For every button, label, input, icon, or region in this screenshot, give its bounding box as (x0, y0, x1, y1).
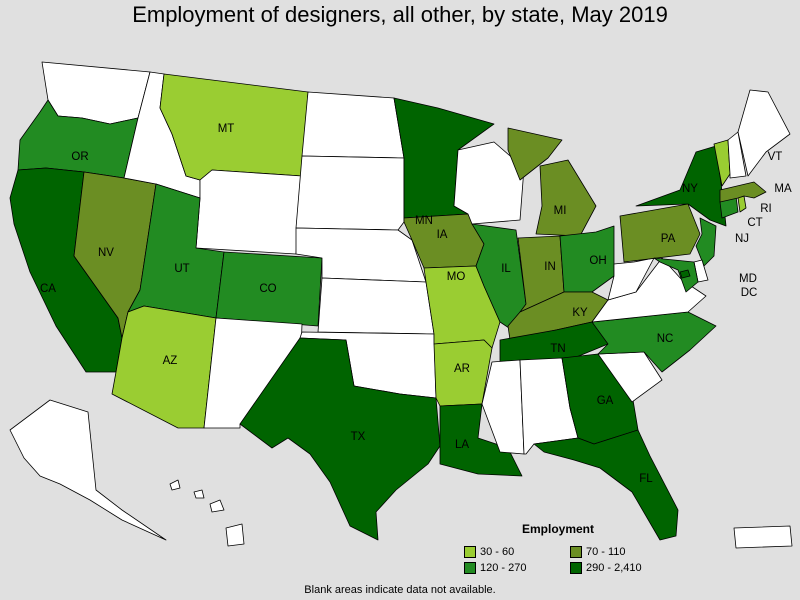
state-label-ky: KY (572, 307, 588, 319)
state-dc (679, 269, 691, 279)
state-ri (737, 195, 747, 213)
state-label-ia: IA (437, 229, 448, 241)
state-label-ca: CA (40, 283, 56, 295)
state-label-vt: VT (768, 151, 783, 163)
state-label-mo: MO (447, 271, 466, 283)
state-wv (607, 257, 655, 301)
state-label-dc: DC (741, 287, 758, 299)
state-ms (481, 359, 525, 455)
legend-label-70-110: 70 - 110 (586, 546, 626, 558)
legend-swatch-30-60 (464, 546, 476, 558)
state-label-pa: PA (661, 233, 676, 245)
state-label-ar: AR (454, 363, 470, 375)
state-ma (719, 181, 767, 203)
legend-item-70-110: 70 - 110 (570, 546, 626, 558)
legend-label-30-60: 30 - 60 (480, 546, 515, 558)
state-ks (317, 277, 435, 335)
state-nc (591, 311, 717, 373)
state-nh (727, 131, 747, 179)
state-label-ri: RI (760, 203, 772, 215)
state-tx (239, 337, 441, 541)
state-hi (169, 479, 245, 547)
state-co (215, 251, 323, 327)
state-nd (301, 91, 405, 159)
state-az (111, 305, 217, 429)
state-nj (695, 217, 717, 267)
state-label-oh: OH (589, 255, 606, 267)
map-title: Employment of designers, all other, by s… (132, 2, 668, 27)
legend-swatch-290-2410 (570, 562, 582, 574)
state-label-nj: NJ (735, 233, 749, 245)
legend-title: Employment (522, 522, 595, 536)
legend: Employment 30 - 60 70 - 110 120 - 270 29… (464, 520, 664, 576)
state-label-or: OR (71, 151, 88, 163)
state-label-in: IN (544, 261, 556, 273)
state-label-ut: UT (174, 263, 189, 275)
state-label-ga: GA (597, 395, 614, 407)
legend-item-30-60: 30 - 60 (464, 546, 514, 558)
labels-layer: OR CA NV MT UT AZ CO TX MN IA MO AR LA IL MI IN OH KY TN GA… (40, 123, 792, 485)
state-label-nc: NC (657, 333, 674, 345)
state-pr (733, 525, 793, 549)
legend-swatch-70-110 (570, 546, 582, 558)
state-il (471, 223, 527, 331)
state-label-ma: MA (774, 183, 792, 195)
legend-label-290-2410: 290 - 2,410 (586, 562, 642, 574)
state-label-ny: NY (682, 183, 698, 195)
legend-item-290-2410: 290 - 2,410 (570, 562, 642, 574)
state-me (737, 89, 791, 177)
state-ak (9, 399, 167, 541)
state-label-co: CO (259, 283, 276, 295)
state-pa (619, 203, 701, 263)
state-wa (41, 61, 151, 125)
state-label-tx: TX (351, 431, 366, 443)
legend-item-120-270: 120 - 270 (464, 562, 526, 574)
state-fl (533, 429, 679, 541)
state-label-tn: TN (550, 343, 565, 355)
state-la (439, 403, 523, 477)
states-layer (9, 61, 793, 549)
state-label-mn: MN (415, 215, 433, 227)
footnote: Blank areas indicate data not available. (304, 584, 496, 596)
legend-label-120-270: 120 - 270 (480, 562, 527, 574)
state-label-mi: MI (554, 205, 567, 217)
state-label-nv: NV (98, 247, 114, 259)
state-label-az: AZ (163, 355, 178, 367)
state-label-md: MD (739, 273, 757, 285)
state-wy (195, 169, 303, 255)
state-label-mt: MT (218, 123, 235, 135)
state-va (591, 257, 707, 323)
state-sd (295, 155, 405, 231)
state-label-ct: CT (747, 217, 762, 229)
state-label-il: IL (501, 263, 511, 275)
state-label-la: LA (455, 439, 469, 451)
state-wi (453, 141, 525, 225)
state-label-fl: FL (639, 473, 653, 485)
legend-swatch-120-270 (464, 562, 476, 574)
state-md (653, 257, 699, 293)
